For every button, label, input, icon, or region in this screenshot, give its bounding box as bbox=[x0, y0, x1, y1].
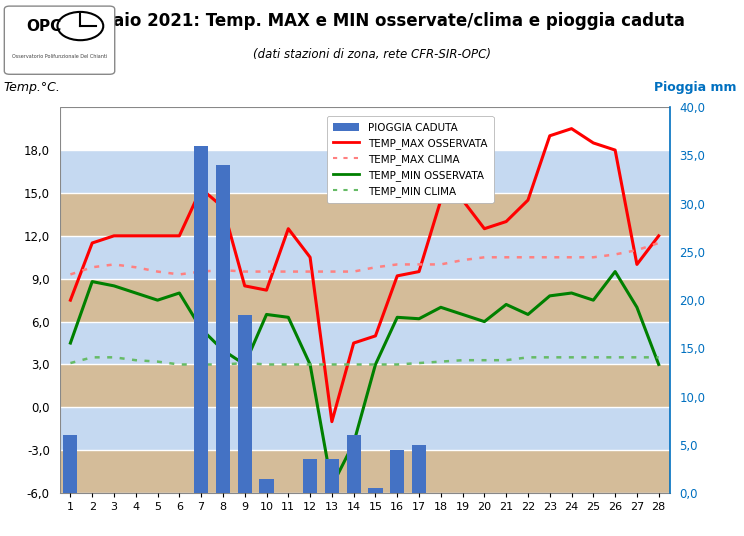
Text: Osservatorio Polifunzionale Del Chianti: Osservatorio Polifunzionale Del Chianti bbox=[12, 54, 107, 59]
Text: (dati stazioni di zona, rete CFR-SIR-OPC): (dati stazioni di zona, rete CFR-SIR-OPC… bbox=[253, 48, 491, 61]
Bar bbox=[216, 165, 230, 493]
Bar bbox=[368, 488, 382, 493]
Bar bbox=[347, 435, 361, 493]
Bar bbox=[60, 193, 670, 236]
Text: OPC: OPC bbox=[26, 19, 62, 34]
Legend: PIOGGIA CADUTA, TEMP_MAX OSSERVATA, TEMP_MAX CLIMA, TEMP_MIN OSSERVATA, TEMP_MIN: PIOGGIA CADUTA, TEMP_MAX OSSERVATA, TEMP… bbox=[327, 116, 493, 203]
Bar bbox=[60, 322, 670, 364]
Bar bbox=[60, 450, 670, 493]
Bar bbox=[60, 236, 670, 279]
Bar bbox=[60, 107, 670, 493]
Bar bbox=[63, 435, 77, 493]
Bar bbox=[237, 315, 251, 493]
Bar bbox=[260, 479, 274, 493]
Text: Febbraio 2021: Temp. MAX e MIN osservate/clima e pioggia caduta: Febbraio 2021: Temp. MAX e MIN osservate… bbox=[59, 12, 685, 29]
Bar bbox=[60, 279, 670, 322]
FancyBboxPatch shape bbox=[4, 6, 115, 75]
Bar bbox=[60, 364, 670, 407]
Bar bbox=[390, 450, 404, 493]
Bar bbox=[194, 146, 208, 493]
Bar bbox=[412, 445, 426, 493]
Text: Pioggia mm: Pioggia mm bbox=[654, 81, 737, 94]
Bar bbox=[60, 150, 670, 193]
Bar bbox=[303, 459, 317, 493]
Text: Temp.°C.: Temp.°C. bbox=[4, 81, 60, 94]
Bar bbox=[325, 459, 339, 493]
Bar bbox=[60, 407, 670, 450]
